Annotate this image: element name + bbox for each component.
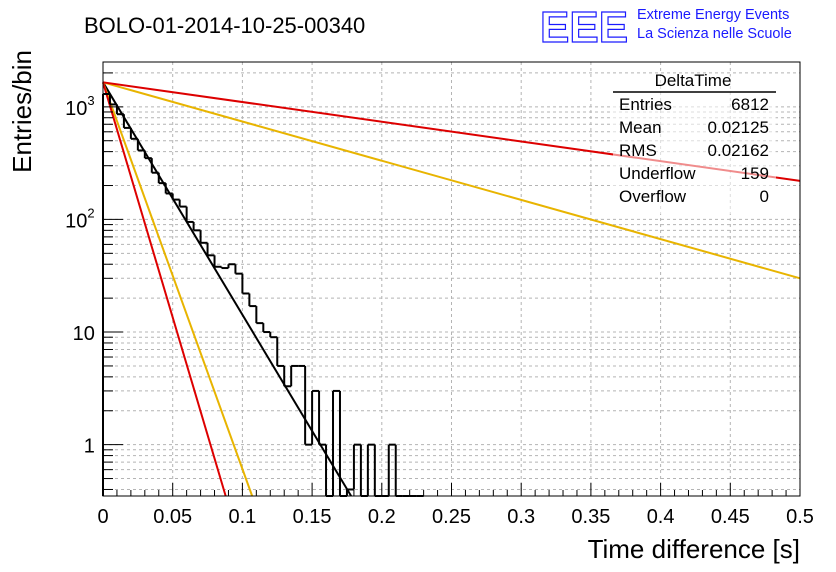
stats-label-overflow: Overflow bbox=[619, 187, 687, 206]
y-tick-label: 102 bbox=[65, 205, 94, 232]
x-tick-label: 0.2 bbox=[368, 506, 396, 528]
logo-line-2: La Scienza nelle Scuole bbox=[637, 26, 792, 42]
x-tick-label: 0.35 bbox=[571, 506, 610, 528]
x-tick-labels: 0 0.05 0.1 0.15 0.2 0.25 0.3 0.35 0.4 0.45 0.5 bbox=[97, 506, 813, 528]
axis-ticks bbox=[102, 72, 801, 496]
y-axis-label: Entries/bin bbox=[7, 50, 37, 173]
fit-line bbox=[102, 81, 801, 280]
logo-letters: EEE bbox=[540, 3, 628, 52]
fit-line bbox=[102, 82, 227, 497]
stats-box: DeltaTime Entries 6812 Mean 0.02125 RMS … bbox=[613, 71, 776, 214]
logo-line-1: Extreme Energy Events bbox=[637, 7, 789, 23]
y-tick-labels: 1 10 102 103 bbox=[65, 93, 95, 458]
x-tick-label: 0.15 bbox=[293, 506, 332, 528]
stats-label-entries: Entries bbox=[619, 95, 672, 114]
stats-value-rms: 0.02162 bbox=[708, 141, 769, 160]
chart-title: BOLO-01-2014-10-25-00340 bbox=[84, 13, 365, 38]
y-tick-label: 103 bbox=[65, 93, 94, 120]
stats-value-underflow: 159 bbox=[741, 164, 769, 183]
fit-line bbox=[102, 81, 254, 497]
x-tick-label: 0.05 bbox=[153, 506, 192, 528]
x-tick-label: 0.1 bbox=[228, 506, 256, 528]
x-tick-label: 0.25 bbox=[432, 506, 471, 528]
stats-box-name: DeltaTime bbox=[655, 71, 732, 90]
stats-value-mean: 0.02125 bbox=[708, 118, 769, 137]
x-tick-label: 0.4 bbox=[647, 506, 675, 528]
x-tick-label: 0.3 bbox=[507, 506, 535, 528]
histogram-layer bbox=[102, 92, 424, 497]
eee-logo: EEE Extreme Energy Events La Scienza nel… bbox=[539, 2, 792, 52]
y-tick-label: 10 bbox=[73, 323, 95, 345]
stats-box-bg bbox=[613, 76, 776, 214]
stats-value-entries: 6812 bbox=[731, 95, 769, 114]
stats-label-mean: Mean bbox=[619, 118, 662, 137]
fit-line bbox=[102, 81, 352, 497]
stats-value-overflow: 0 bbox=[760, 187, 769, 206]
x-axis-label: Time difference [s] bbox=[588, 534, 800, 564]
x-tick-label: 0.5 bbox=[786, 506, 814, 528]
y-tick-label: 1 bbox=[84, 436, 95, 458]
stats-label-underflow: Underflow bbox=[619, 164, 696, 183]
x-tick-label: 0 bbox=[97, 506, 108, 528]
stats-label-rms: RMS bbox=[619, 141, 657, 160]
x-tick-label: 0.45 bbox=[711, 506, 750, 528]
